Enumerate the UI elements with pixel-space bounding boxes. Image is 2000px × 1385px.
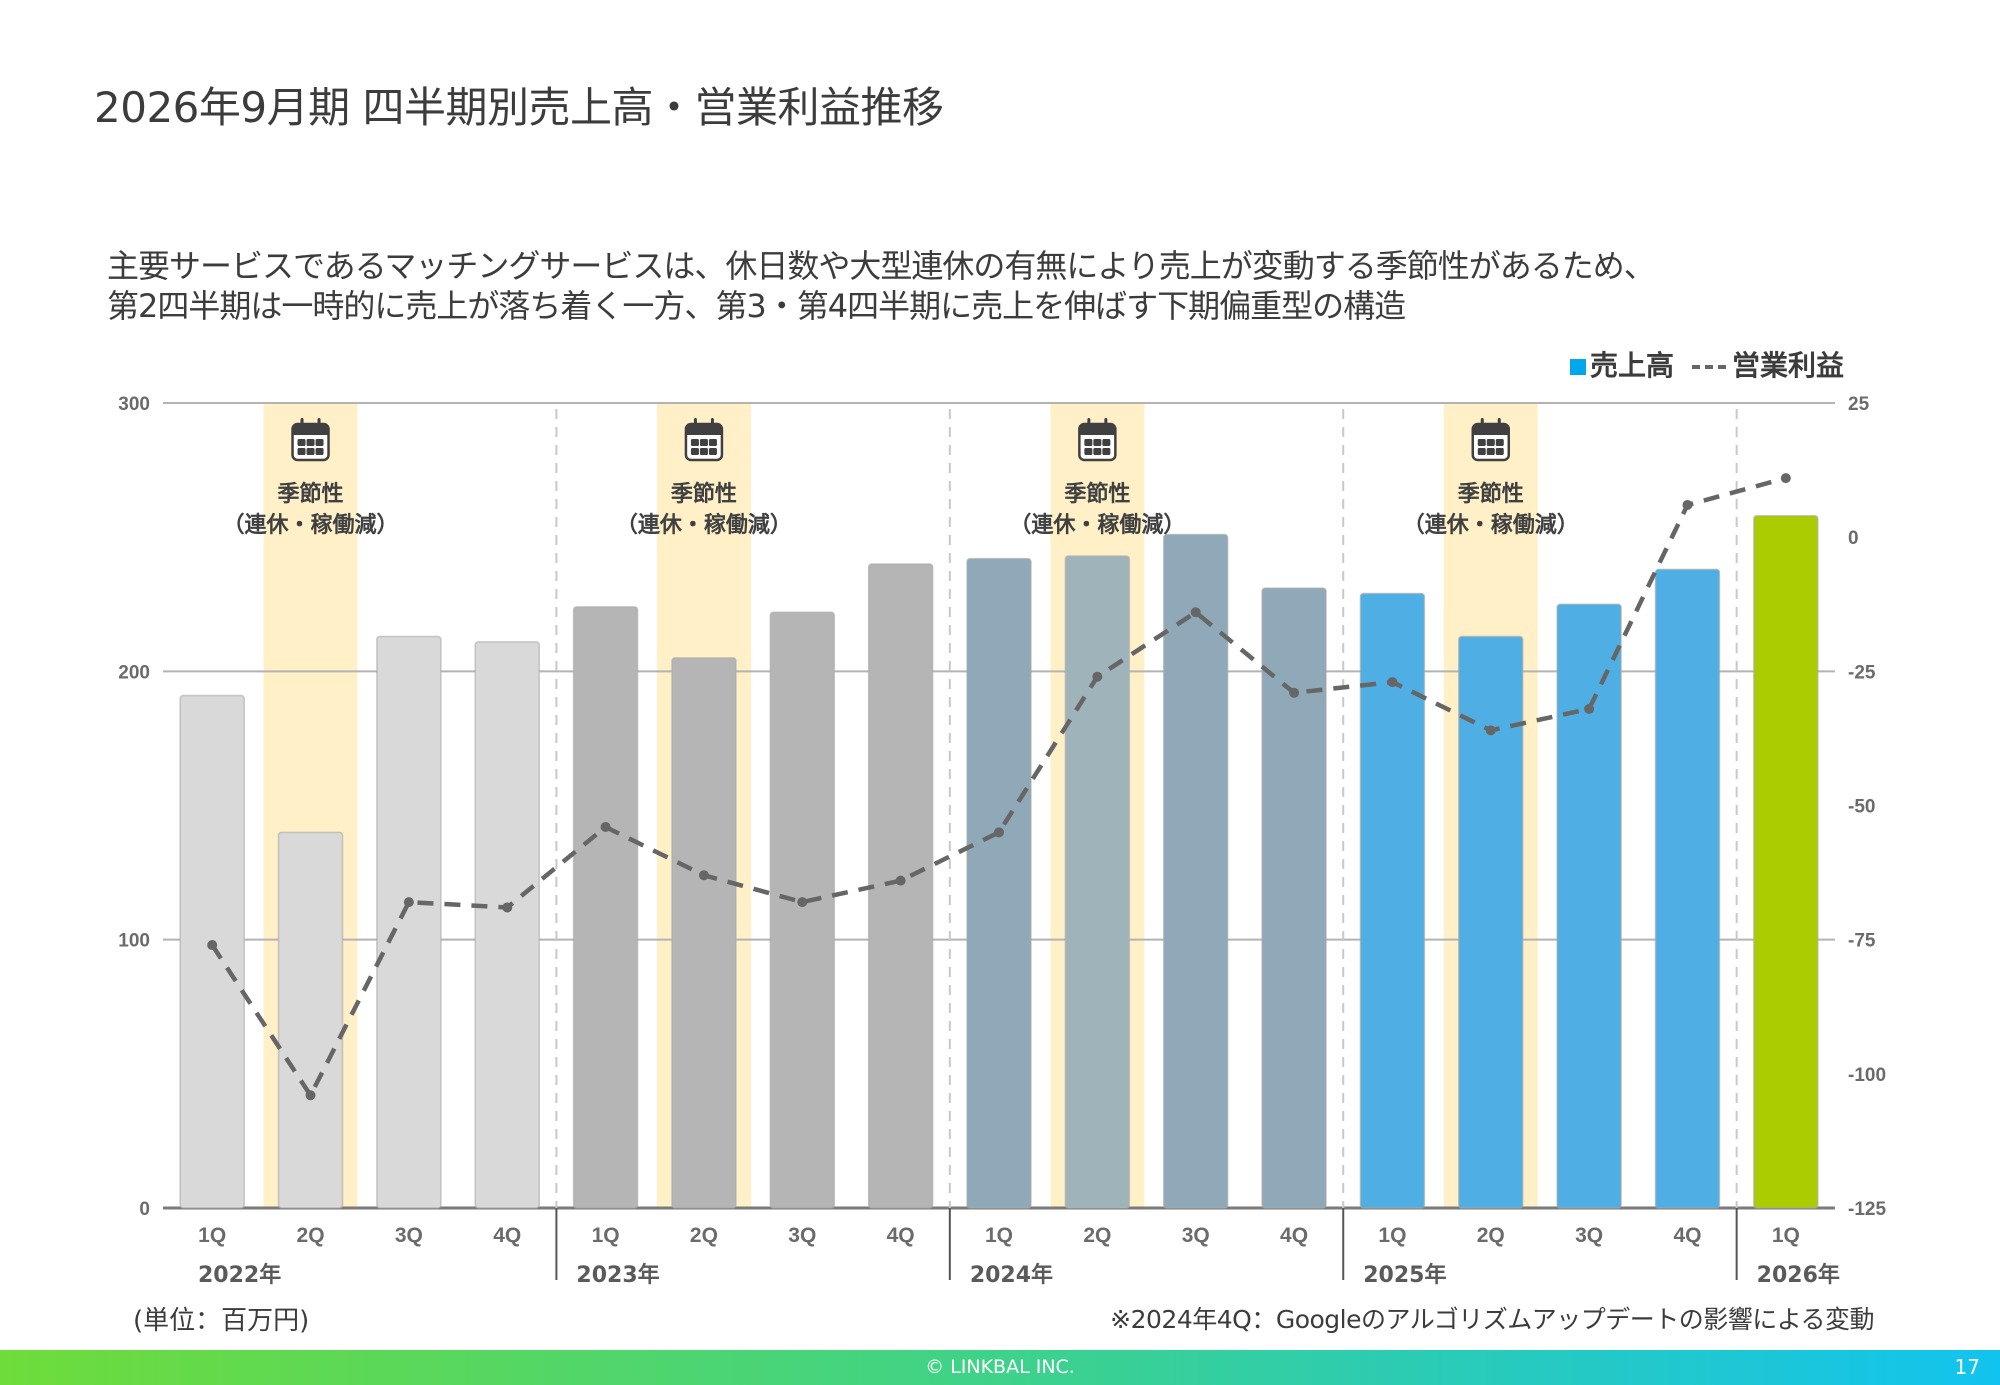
y-right-tick-label: 0 [1848, 528, 1859, 549]
profit-point [797, 897, 808, 908]
y-left-tick-label: 100 [118, 931, 150, 952]
x-tick-label: 1Q [1772, 1224, 1800, 1247]
x-tick-label: 4Q [1673, 1224, 1701, 1247]
sales-bar [1458, 635, 1524, 1209]
calendar-icon [291, 418, 330, 462]
y-right-tick-label: -100 [1848, 1065, 1886, 1086]
x-tick-label: 2Q [690, 1224, 718, 1247]
x-tick-label: 2Q [1083, 1224, 1111, 1247]
x-tick-label: 2Q [297, 1224, 325, 1247]
x-tick-label: 4Q [887, 1224, 915, 1247]
year-label: 2022年 [198, 1262, 281, 1288]
year-label: 2024年 [970, 1262, 1053, 1288]
x-tick-label: 1Q [592, 1224, 620, 1247]
y-right-tick-label: -50 [1848, 797, 1875, 818]
seasonal-sublabel: （連休・稼働減） [223, 512, 399, 538]
seasonal-sublabel: （連休・稼働減） [616, 512, 792, 538]
sales-bar [1261, 587, 1327, 1209]
x-tick-label: 3Q [788, 1224, 816, 1247]
x-tick-label: 3Q [1182, 1224, 1210, 1247]
year-label: 2026年 [1757, 1262, 1840, 1288]
seasonal-sublabel: （連休・稼働減） [1403, 512, 1579, 538]
legend-line-profit [1691, 365, 1726, 369]
sales-profit-chart: 0 100 200 300 25 0 -25 -50 -75 -100 -125 1Q 2Q 3Q 4Q 1Q… [118, 394, 1886, 1288]
footnote: ※2024年4Q：Googleのアルゴリズムアップデートの影響による変動 [1110, 1305, 1874, 1334]
band-overlay [1065, 555, 1130, 1208]
x-tick-label: 4Q [493, 1224, 521, 1247]
description-line-1: 主要サービスであるマッチングサービスは、休日数や大型連休の有無により売上が変動す… [107, 247, 1656, 285]
x-tick-label: 3Q [1575, 1224, 1603, 1247]
sales-bar [671, 657, 737, 1209]
year-label: 2023年 [576, 1262, 659, 1288]
legend-swatch-sales [1569, 359, 1586, 375]
x-tick-label: 1Q [1378, 1224, 1406, 1247]
seasonal-sublabel: （連休・稼働減） [1009, 512, 1185, 538]
chart-legend: 売上高 営業利益 [1569, 344, 1844, 384]
footer-bar: © LINKBAL INC. 17 [0, 1350, 2000, 1385]
year-label: 2025年 [1363, 1262, 1446, 1288]
x-tick-label: 2Q [1477, 1224, 1505, 1247]
x-tick-label: 3Q [395, 1224, 423, 1247]
y-left-tick-label: 0 [139, 1199, 150, 1220]
profit-point [1682, 499, 1693, 510]
sales-bar [1753, 514, 1819, 1209]
profit-point [895, 875, 906, 886]
sales-bar [1162, 533, 1229, 1209]
seasonal-label: 季節性 [278, 481, 344, 507]
profit-point [1584, 703, 1595, 714]
page-number: 17 [1954, 1355, 1980, 1379]
description: 主要サービスであるマッチングサービスは、休日数や大型連休の有無により売上が変動す… [107, 246, 1656, 326]
profit-point [698, 870, 709, 881]
sales-bar [1654, 568, 1721, 1209]
footer-copyright: © LINKBAL INC. [925, 1356, 1075, 1378]
seasonal-label: 季節性 [1458, 481, 1524, 507]
profit-point [994, 827, 1004, 838]
sales-bar [1359, 592, 1426, 1209]
y-left-tick-label: 300 [118, 394, 150, 415]
x-tick-label: 1Q [985, 1224, 1013, 1247]
seasonal-label: 季節性 [671, 481, 737, 507]
y-right-tick-label: -125 [1848, 1199, 1886, 1220]
profit-point [600, 821, 611, 832]
sales-bar [1064, 555, 1131, 1209]
profit-line [210, 475, 1787, 1098]
profit-point [1387, 677, 1398, 688]
profit-point [305, 1090, 316, 1101]
y-left-tick-label: 200 [118, 662, 150, 683]
unit-label: (単位：百万円) [133, 1306, 310, 1336]
profit-point [1485, 725, 1496, 736]
sales-bar [966, 557, 1032, 1209]
sales-bar [376, 635, 442, 1209]
y-right-tick-label: -25 [1848, 662, 1876, 683]
y-right-tick-label: 25 [1848, 394, 1870, 415]
legend-item-profit: 営業利益 [1691, 344, 1844, 384]
sales-bar [867, 563, 934, 1209]
calendar-icon [1078, 418, 1117, 462]
calendar-icon [684, 418, 724, 462]
sales-bar [1556, 603, 1622, 1209]
legend-label-sales: 売上高 [1589, 349, 1674, 382]
profit-point [403, 897, 414, 908]
profit-point [1289, 687, 1300, 698]
calendar-icon [1471, 418, 1511, 462]
profit-point [1780, 473, 1791, 484]
profit-point [1190, 607, 1201, 618]
sales-bar [277, 831, 344, 1209]
x-tick-label: 1Q [198, 1224, 226, 1247]
sales-bar [572, 606, 639, 1209]
x-tick-label: 4Q [1280, 1224, 1308, 1247]
legend-item-sales: 売上高 [1569, 344, 1674, 384]
seasonal-label: 季節性 [1064, 481, 1130, 507]
sales-bar [179, 694, 245, 1209]
legend-label-profit: 営業利益 [1731, 349, 1844, 382]
profit-point [502, 902, 513, 913]
sales-bar [769, 611, 836, 1209]
sales-bar [474, 641, 540, 1209]
profit-point [207, 940, 218, 951]
profit-point [1092, 671, 1103, 682]
description-line-2: 第2四半期は一時的に売上が落ち着く一方、第3・第4四半期に売上を伸ばす下期偏重型… [107, 287, 1406, 325]
page-title: 2026年9月期 四半期別売上高・営業利益推移 [94, 83, 944, 132]
y-right-tick-label: -75 [1848, 931, 1876, 952]
